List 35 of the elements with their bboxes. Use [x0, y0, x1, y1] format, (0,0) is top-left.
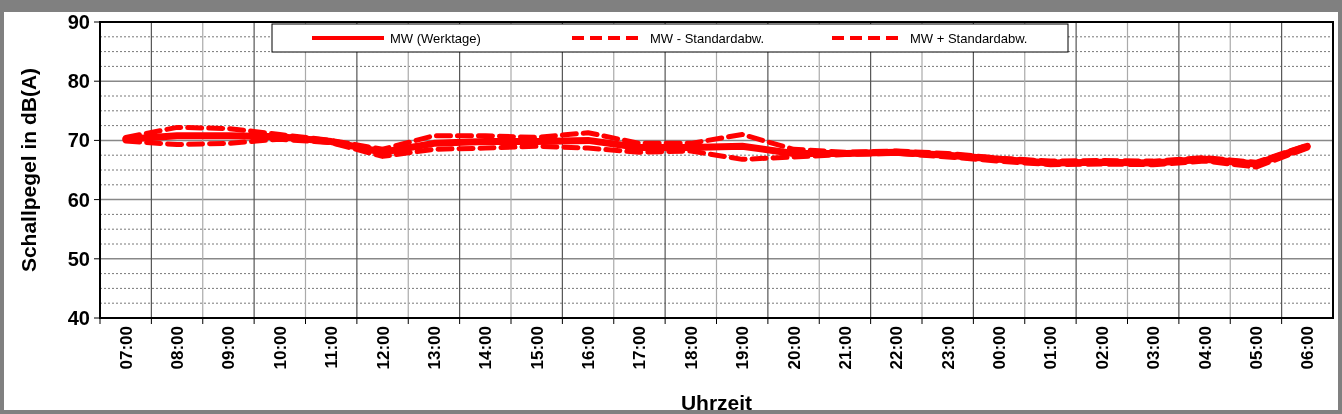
y-axis-title: Schallpegel in dB(A) [17, 67, 40, 273]
x-tick-label: 00:00 [990, 326, 1010, 370]
y-tick-label: 80 [67, 70, 90, 93]
x-tick-label: 12:00 [373, 326, 393, 370]
x-tick-label: 11:00 [322, 326, 342, 369]
x-tick-label: 10:00 [270, 326, 290, 370]
x-tick-label: 20:00 [784, 326, 804, 370]
x-tick-label: 18:00 [681, 326, 701, 370]
legend-label: MW - Standardabw. [650, 30, 765, 46]
x-tick-label: 16:00 [579, 326, 599, 370]
y-tick-label: 90 [67, 11, 90, 33]
x-tick-label: 03:00 [1144, 326, 1164, 370]
x-tick-label: 22:00 [887, 326, 907, 370]
y-tick-label: 50 [67, 247, 90, 270]
x-tick-label: 13:00 [424, 326, 444, 370]
x-tick-label: 08:00 [168, 326, 188, 370]
x-tick-label: 14:00 [476, 326, 496, 370]
x-tick-label: 01:00 [1041, 326, 1061, 370]
x-tick-label: 23:00 [938, 326, 958, 370]
legend-label: MW + Standardabw. [910, 30, 1028, 46]
x-tick-label: 19:00 [733, 326, 753, 370]
x-tick-label: 06:00 [1298, 326, 1318, 370]
y-tick-label: 70 [67, 129, 90, 152]
x-tick-label: 04:00 [1195, 326, 1215, 370]
x-tick-label: 05:00 [1246, 326, 1266, 370]
y-tick-label: 60 [67, 188, 90, 211]
x-tick-label: 15:00 [527, 326, 547, 370]
legend-label: MW (Werktage) [390, 30, 481, 46]
x-axis-title: Uhrzeit [680, 391, 753, 414]
x-tick-label: 02:00 [1092, 326, 1112, 370]
x-tick-label: 09:00 [219, 326, 239, 370]
y-tick-label: 40 [67, 307, 90, 329]
x-tick-label: 17:00 [630, 326, 650, 370]
x-tick-label: 21:00 [835, 326, 855, 370]
x-tick-label: 07:00 [116, 326, 136, 370]
